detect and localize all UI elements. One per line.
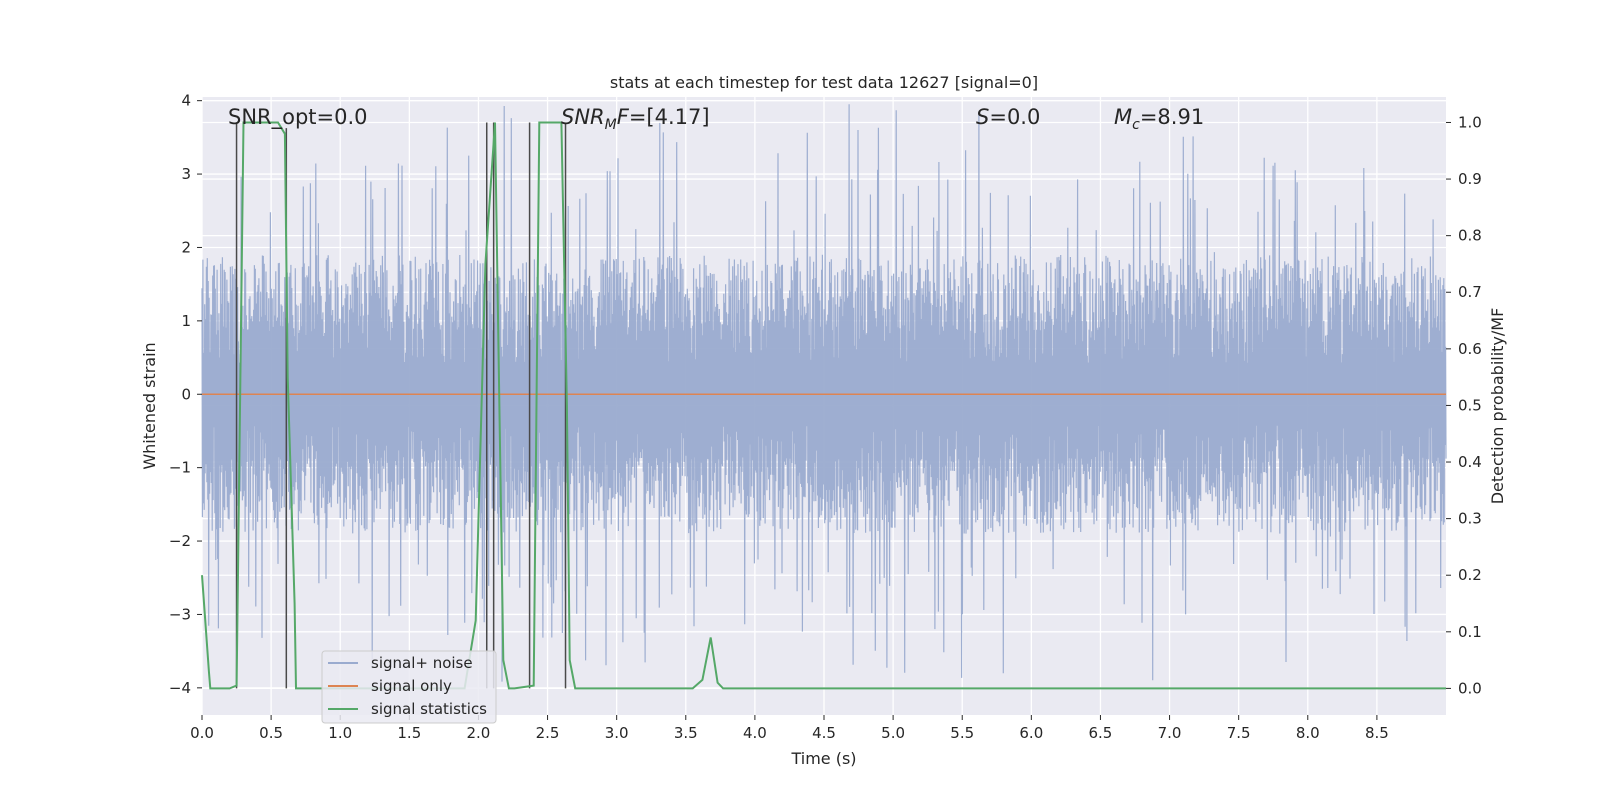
annotation-mc: Mc=8.91	[1114, 105, 1204, 133]
legend-box	[321, 650, 497, 724]
x-tick-label: 8.0	[1296, 724, 1320, 742]
y2-tick-label: 1.0	[1458, 113, 1482, 131]
x-axis-ticks: 0.0 0.5 1.0 1.5 2.0 2.5 3.0 3.5 4.0 4.5 5.0 5.5 6.0 6…	[190, 715, 1389, 742]
y2-tick-label: 0.5	[1458, 396, 1482, 414]
x-tick-label: 4.5	[812, 724, 836, 742]
x-tick-label: 7.5	[1227, 724, 1251, 742]
signal-noise-series	[201, 104, 1447, 682]
y-tick-label: −3	[169, 605, 191, 623]
signal-statistics-line	[201, 121, 1446, 690]
x-axis-label: Time (s)	[790, 749, 856, 768]
x-tick-label: 4.0	[743, 724, 767, 742]
y2-axis-label: Detection probability/MF	[1488, 308, 1507, 505]
annotation-snr-mf: SNRMF=[4.17]	[561, 105, 710, 133]
x-tick-label: 8.5	[1365, 724, 1389, 742]
y2-tick-label: 0.8	[1458, 227, 1482, 245]
y2-tick-label: 0.1	[1458, 623, 1482, 641]
y-tick-label: −4	[169, 679, 191, 697]
y2-tick-label: 0.9	[1458, 170, 1482, 188]
y2-axis-ticks: 1.0 0.9 0.8 0.7 0.6 0.5 0.4 0.3 0.2 0.1 0.0	[1446, 113, 1482, 697]
x-tick-label: 1.0	[328, 724, 352, 742]
y-tick-label: 3	[181, 165, 191, 183]
chart-title: stats at each timestep for test data 126…	[610, 73, 1038, 92]
y-tick-label: 4	[181, 92, 191, 110]
annotation-snr-opt: SNR_opt=0.0	[228, 105, 368, 130]
x-tick-label: 2.5	[536, 724, 560, 742]
y-tick-label: −1	[169, 459, 191, 477]
x-tick-label: 0.5	[259, 724, 283, 742]
y2-tick-label: 0.4	[1458, 453, 1482, 471]
annotation-s: S=0.0	[976, 105, 1040, 129]
y-tick-label: 2	[181, 238, 191, 256]
x-tick-label: 5.0	[881, 724, 905, 742]
x-tick-label: 2.0	[467, 724, 491, 742]
y-tick-label: 1	[181, 312, 191, 330]
y2-tick-label: 0.2	[1458, 566, 1482, 584]
y-tick-label: 0	[181, 385, 191, 403]
legend: signal+ noise signal only signal statist…	[321, 650, 497, 724]
y2-tick-label: 0.3	[1458, 510, 1482, 528]
x-tick-label: 6.0	[1019, 724, 1043, 742]
y-axis-ticks: 4 3 2 1 0 −1 −2 −3 −4	[169, 92, 202, 697]
x-tick-label: 3.5	[674, 724, 698, 742]
legend-label-statistics: signal statistics	[371, 700, 487, 718]
signal-statistics-series	[201, 121, 1446, 690]
y2-tick-label: 0.0	[1458, 679, 1482, 697]
x-tick-label: 7.0	[1158, 724, 1182, 742]
noise-line	[201, 104, 1447, 682]
x-tick-label: 1.5	[397, 724, 421, 742]
x-tick-label: 5.5	[950, 724, 974, 742]
x-tick-label: 6.5	[1089, 724, 1113, 742]
legend-label-signal-only: signal only	[371, 677, 452, 695]
y2-tick-label: 0.7	[1458, 283, 1482, 301]
legend-label-noise: signal+ noise	[371, 654, 473, 672]
x-tick-label: 3.0	[605, 724, 629, 742]
y-axis-label: Whitened strain	[140, 342, 159, 469]
y-tick-label: −2	[169, 532, 191, 550]
y2-tick-label: 0.6	[1458, 340, 1482, 358]
x-tick-label: 0.0	[190, 724, 214, 742]
